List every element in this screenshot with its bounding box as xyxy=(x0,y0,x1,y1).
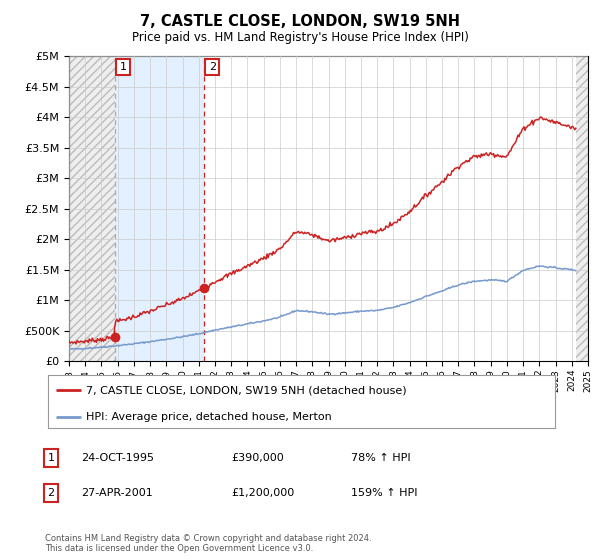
Text: HPI: Average price, detached house, Merton: HPI: Average price, detached house, Mert… xyxy=(86,412,332,422)
Text: 24-OCT-1995: 24-OCT-1995 xyxy=(81,453,154,463)
Bar xyxy=(69,56,115,361)
Text: Price paid vs. HM Land Registry's House Price Index (HPI): Price paid vs. HM Land Registry's House … xyxy=(131,31,469,44)
Text: £1,200,000: £1,200,000 xyxy=(231,488,294,498)
Text: 7, CASTLE CLOSE, LONDON, SW19 5NH: 7, CASTLE CLOSE, LONDON, SW19 5NH xyxy=(140,14,460,29)
Text: 7, CASTLE CLOSE, LONDON, SW19 5NH (detached house): 7, CASTLE CLOSE, LONDON, SW19 5NH (detac… xyxy=(86,385,407,395)
Text: 159% ↑ HPI: 159% ↑ HPI xyxy=(351,488,418,498)
Text: Contains HM Land Registry data © Crown copyright and database right 2024.
This d: Contains HM Land Registry data © Crown c… xyxy=(45,534,371,553)
Text: £390,000: £390,000 xyxy=(231,453,284,463)
Text: 78% ↑ HPI: 78% ↑ HPI xyxy=(351,453,410,463)
Text: 1: 1 xyxy=(119,62,127,72)
Text: 2: 2 xyxy=(47,488,55,498)
Bar xyxy=(576,56,588,361)
Text: 2: 2 xyxy=(209,62,216,72)
Text: 1: 1 xyxy=(47,453,55,463)
Bar xyxy=(115,56,204,361)
Text: 27-APR-2001: 27-APR-2001 xyxy=(81,488,153,498)
